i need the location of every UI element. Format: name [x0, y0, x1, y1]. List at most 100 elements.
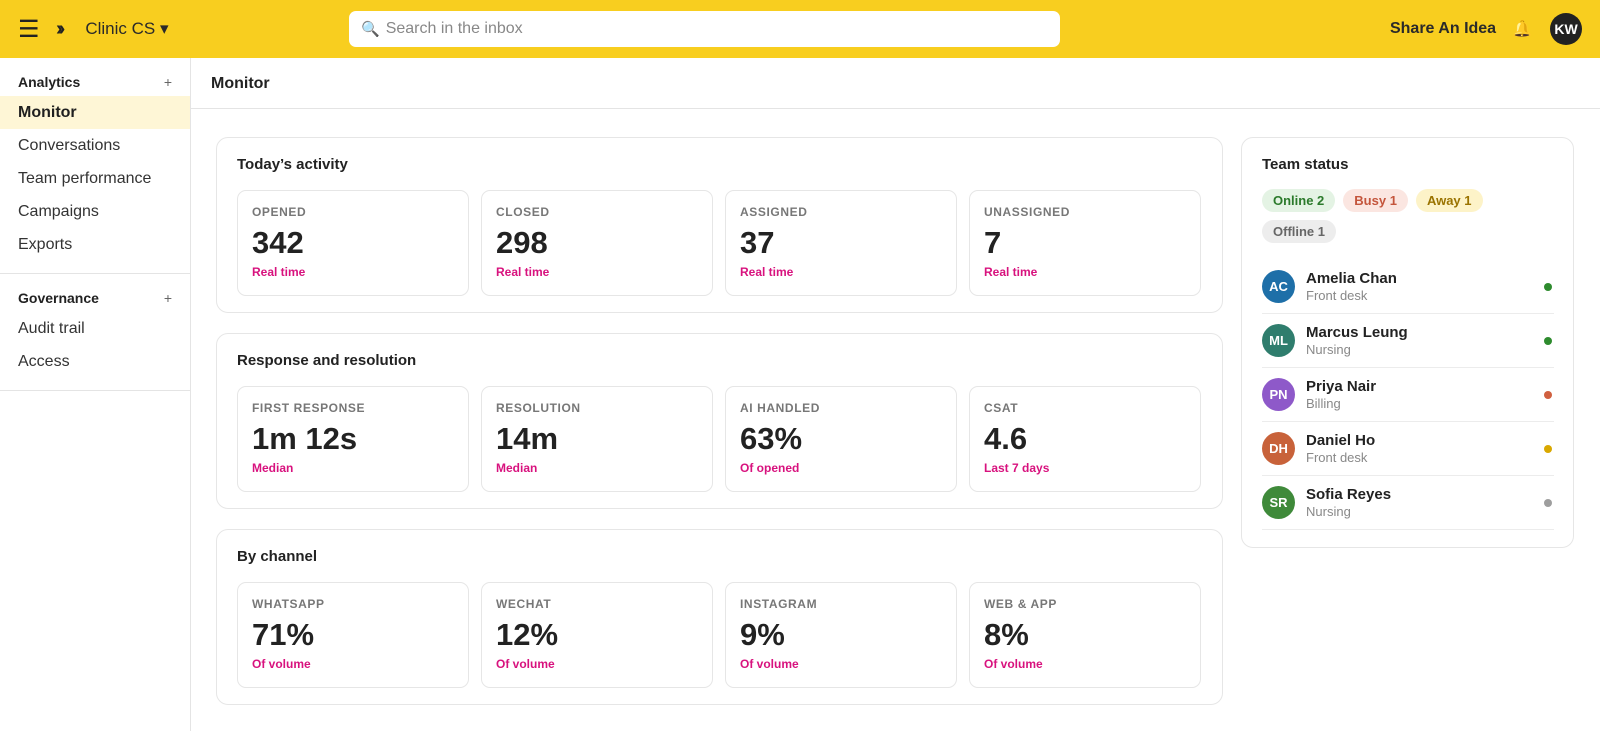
card-title: By channel — [237, 548, 318, 565]
member-role: Nursing — [1306, 342, 1351, 357]
metric-sub: Real time — [984, 265, 1038, 279]
metric-value: 14m — [496, 421, 559, 456]
team-status-card: Team status Online 2 Busy 1 Away 1 Offli… — [1241, 137, 1574, 548]
metric-value: 63% — [740, 421, 803, 456]
status-dot-icon — [1544, 336, 1552, 345]
topbar-actions: Share An Idea 🔔 KW — [1390, 13, 1582, 45]
metric-sub: Of volume — [252, 657, 311, 671]
metric-value: 4.6 — [984, 421, 1028, 456]
member-name: Sofia Reyes — [1306, 486, 1392, 503]
metric-label: CLOSED — [496, 205, 550, 219]
status-dot-icon — [1544, 498, 1552, 507]
metric-label: AI HANDLED — [740, 401, 820, 415]
nav-section-governance: Governance + Audit trail Access — [0, 274, 190, 391]
metric-value: 37 — [740, 225, 775, 260]
nav-section-header: Governance + — [0, 286, 190, 312]
list-item[interactable]: DH Daniel Ho Front desk — [1262, 422, 1554, 476]
metric-wechat: WECHAT 12% Of volume — [481, 582, 713, 688]
metric-sub: Median — [252, 461, 294, 475]
sidebar-item-team-performance[interactable]: Team performance — [18, 170, 152, 187]
metric-closed: CLOSED 298 Real time — [481, 190, 713, 296]
status-pill-offline[interactable]: Offline 1 — [1262, 220, 1337, 243]
nav-section-title: Governance — [18, 290, 99, 306]
metric-value: 9% — [740, 617, 785, 652]
member-role: Billing — [1306, 396, 1341, 411]
metric-value: 7 — [984, 225, 1002, 260]
search-bar[interactable]: 🔍 — [349, 11, 1060, 47]
metric-sub: Real time — [740, 265, 794, 279]
metric-whatsapp: WHATSAPP 71% Of volume — [237, 582, 469, 688]
sidebar-item-monitor[interactable]: Monitor — [0, 96, 190, 129]
response-card: Response and resolution FIRST RESPONSE 1… — [216, 333, 1223, 509]
user-avatar[interactable]: KW — [1550, 13, 1582, 45]
search-icon: 🔍 — [361, 21, 380, 38]
metric-sub: Median — [496, 461, 538, 475]
top-bar: ☰ ›› Clinic CS ▾ 🔍 Share An Idea 🔔 KW — [0, 0, 1600, 58]
search-input[interactable] — [385, 20, 1026, 38]
status-dot-icon — [1544, 390, 1552, 399]
metric-sub: Of volume — [740, 657, 799, 671]
list-item[interactable]: SR Sofia Reyes Nursing — [1262, 476, 1554, 530]
metric-unassigned: UNASSIGNED 7 Real time — [969, 190, 1201, 296]
status-dot-icon — [1544, 444, 1552, 453]
member-name: Daniel Ho — [1306, 432, 1376, 449]
member-info: Amelia Chan Front desk — [1306, 270, 1544, 303]
metric-label: WHATSAPP — [252, 597, 325, 611]
avatar: PN — [1262, 378, 1295, 411]
metric-value: 298 — [496, 225, 548, 260]
list-item[interactable]: PN Priya Nair Billing — [1262, 368, 1554, 422]
metric-sub: Of opened — [740, 461, 800, 475]
list-item[interactable]: AC Amelia Chan Front desk — [1262, 260, 1554, 314]
sidebar-item-exports[interactable]: Exports — [18, 236, 73, 253]
metric-sub: Of volume — [496, 657, 555, 671]
sidebar-item-access[interactable]: Access — [18, 353, 70, 370]
status-pill-online[interactable]: Online 2 — [1262, 189, 1336, 212]
notification-bell-icon[interactable]: 🔔 — [1512, 21, 1532, 38]
metric-sub: Real time — [252, 265, 306, 279]
metric-value: 71% — [252, 617, 315, 652]
add-icon[interactable]: + — [163, 290, 172, 306]
hamburger-menu-icon[interactable]: ☰ — [18, 15, 40, 43]
member-info: Daniel Ho Front desk — [1306, 432, 1544, 465]
avatar: AC — [1262, 270, 1295, 303]
avatar: SR — [1262, 486, 1295, 519]
sidebar-item-campaigns[interactable]: Campaigns — [18, 203, 99, 220]
metric-sub: Last 7 days — [984, 461, 1050, 475]
member-name: Amelia Chan — [1306, 270, 1397, 287]
member-info: Sofia Reyes Nursing — [1306, 486, 1544, 519]
metric-sub: Real time — [496, 265, 550, 279]
member-info: Priya Nair Billing — [1306, 378, 1544, 411]
page-title: Monitor — [191, 58, 1600, 109]
team-member-list: AC Amelia Chan Front desk ML Marcus Leun… — [1262, 260, 1554, 530]
metric-ai-handled: AI HANDLED 63% Of opened — [725, 386, 957, 492]
status-pill-busy[interactable]: Busy 1 — [1343, 189, 1408, 212]
metric-first-response: FIRST RESPONSE 1m 12s Median — [237, 386, 469, 492]
metric-web-app: WEB & APP 8% Of volume — [969, 582, 1201, 688]
add-icon[interactable]: + — [163, 74, 172, 90]
list-item[interactable]: ML Marcus Leung Nursing — [1262, 314, 1554, 368]
metric-label: ASSIGNED — [740, 205, 808, 219]
status-pills: Online 2 Busy 1 Away 1 Offline 1 — [1262, 189, 1562, 243]
member-role: Front desk — [1306, 450, 1368, 465]
card-title: Response and resolution — [237, 352, 417, 369]
expand-sidebar-icon[interactable]: ›› — [56, 17, 66, 40]
sidebar-item-audit-trail[interactable]: Audit trail — [18, 320, 85, 337]
avatar: DH — [1262, 432, 1295, 465]
member-name: Priya Nair — [1306, 378, 1377, 395]
workspace-selector[interactable]: Clinic CS ▾ — [85, 19, 169, 38]
metric-label: OPENED — [252, 205, 307, 219]
sidebar-item-conversations[interactable]: Conversations — [18, 137, 121, 154]
share-idea-button[interactable]: Share An Idea — [1389, 20, 1497, 37]
metric-label: RESOLUTION — [496, 401, 581, 415]
sidebar: Analytics + Monitor Conversations Team p… — [0, 58, 191, 731]
metric-label: FIRST RESPONSE — [252, 401, 366, 415]
status-pill-away[interactable]: Away 1 — [1415, 189, 1483, 212]
status-dot-icon — [1544, 282, 1552, 291]
metric-instagram: INSTAGRAM 9% Of volume — [725, 582, 957, 688]
member-role: Nursing — [1306, 504, 1351, 519]
card-title: Team status — [1262, 156, 1349, 173]
metric-resolution: RESOLUTION 14m Median — [481, 386, 713, 492]
nav-section-header: Analytics + — [0, 70, 190, 96]
metric-label: WEB & APP — [984, 597, 1057, 611]
metric-value: 8% — [984, 617, 1029, 652]
